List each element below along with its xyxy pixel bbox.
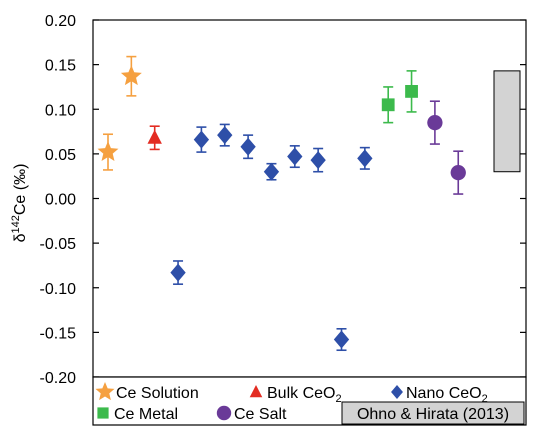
plot-frame [92, 19, 527, 378]
y-label-delta: δ [12, 233, 29, 242]
data-point-circle [427, 114, 443, 131]
data-point-diamond [333, 330, 350, 349]
data-point-square [405, 85, 418, 98]
data-point-diamond [240, 137, 256, 156]
legend-label: Ce Salt [234, 406, 287, 423]
legend-label-text: Ce Salt [234, 406, 287, 423]
data-point-star [97, 141, 119, 161]
data-point-triangle [147, 129, 162, 144]
legend-label: Bulk CeO2 [267, 385, 342, 405]
legend-reference-box [341, 401, 525, 425]
legend-label-text: Ce Solution [116, 385, 199, 402]
y-axis-label: δ142Ce (‰) [10, 164, 29, 243]
y-tick-label: 0.05 [45, 147, 76, 164]
y-label-superscript: 142 [10, 215, 22, 233]
legend-marker-square [97, 407, 109, 419]
plot-area: 0.20 0.15 0.10 0.05 0.00 -0.05 -0.10 -0.15 -0.20… [10, 13, 527, 387]
data-point-star [120, 65, 142, 86]
data-point-circle [450, 164, 466, 181]
y-tick-label: -0.20 [40, 370, 77, 387]
data-point-diamond [310, 151, 326, 170]
data-point-diamond [357, 149, 373, 168]
legend-label-subscript: 2 [482, 393, 488, 405]
legend-marker-circle [216, 405, 232, 421]
legend-label-text: Bulk CeO [267, 385, 335, 402]
data-point-diamond [287, 147, 303, 166]
y-tick-label: -0.10 [40, 281, 77, 298]
y-tick-label: -0.05 [40, 236, 77, 253]
legend-reference-label: Ohno & Hirata (2013) [357, 406, 509, 423]
y-tick-label: 0.15 [45, 58, 76, 75]
y-tick-label: 0.10 [45, 102, 76, 119]
legend-label: Ce Metal [114, 406, 178, 423]
data-point-diamond [170, 263, 186, 282]
reference-range-bar [493, 70, 521, 173]
legend-label-subscript: 2 [335, 393, 341, 405]
data-point-diamond [193, 130, 210, 149]
legend-marker-star [95, 382, 115, 401]
y-label-rest: Ce (‰) [12, 164, 29, 216]
y-tick-label: 0.00 [45, 192, 76, 209]
data-point-square [381, 98, 395, 112]
data-point-diamond [263, 162, 280, 181]
data-point-diamond [217, 126, 233, 145]
legend-marker-triangle [249, 385, 263, 398]
legend-label-text: Nano CeO [406, 385, 482, 402]
y-tick-label: -0.15 [40, 325, 77, 342]
legend-label: Ce Solution [116, 385, 199, 402]
legend-marker-diamond [391, 385, 403, 399]
y-tick-label: 0.20 [45, 13, 76, 30]
legend-label-text: Ce Metal [114, 406, 178, 423]
legend-label: Nano CeO2 [406, 385, 488, 405]
